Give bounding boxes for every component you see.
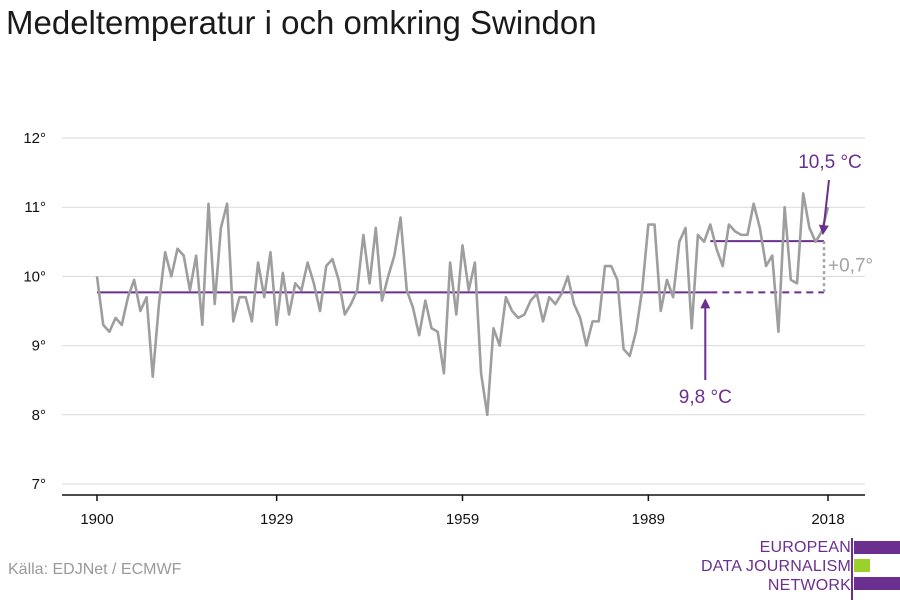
annotation-arrow-recent xyxy=(818,179,830,236)
edjnet-logo: EUROPEAN DATA JOURNALISM NETWORK xyxy=(700,538,900,600)
annotations: +0,7° 9,8 °C 10,5 °C xyxy=(679,152,873,408)
y-tick-label: 8° xyxy=(32,407,46,424)
y-tick-label: 9° xyxy=(32,338,46,355)
series-layer xyxy=(95,192,830,417)
logo-divider xyxy=(851,538,853,600)
x-tick-label: 1959 xyxy=(446,511,479,528)
logo-text: EUROPEAN DATA JOURNALISM NETWORK xyxy=(701,538,851,595)
y-tick-label: 12° xyxy=(23,130,46,147)
x-tick-label: 2018 xyxy=(811,511,844,528)
y-tick-label: 10° xyxy=(23,268,46,285)
logo-bar-top xyxy=(854,541,900,554)
y-tick-label: 7° xyxy=(32,476,46,493)
logo-line-3: NETWORK xyxy=(767,577,851,594)
logo-bar-bottom xyxy=(854,577,900,590)
x-tick-label: 1929 xyxy=(260,511,293,528)
axes: 7° 8° 9° 10° 11° 12° 1900 1929 1959 1989 2018 xyxy=(23,130,865,528)
y-tick-label: 11° xyxy=(24,199,46,216)
logo-bar-middle xyxy=(854,559,870,572)
logo-line-1: EUROPEAN xyxy=(759,539,851,556)
annotation-label-baseline: 9,8 °C xyxy=(679,387,732,408)
difference-label: +0,7° xyxy=(828,256,873,277)
chart-title: Medeltemperatur i och omkring Swindon xyxy=(6,4,597,41)
source-note: Källa: EDJNet / ECMWF xyxy=(8,561,182,578)
grid-layer xyxy=(62,137,865,485)
logo-line-2: DATA JOURNALISM xyxy=(701,558,851,575)
x-tick-label: 1900 xyxy=(80,511,113,528)
x-tick-label: 1989 xyxy=(632,511,665,528)
temperature-series-line xyxy=(95,192,830,417)
annotation-label-recent: 10,5 °C xyxy=(798,152,862,173)
